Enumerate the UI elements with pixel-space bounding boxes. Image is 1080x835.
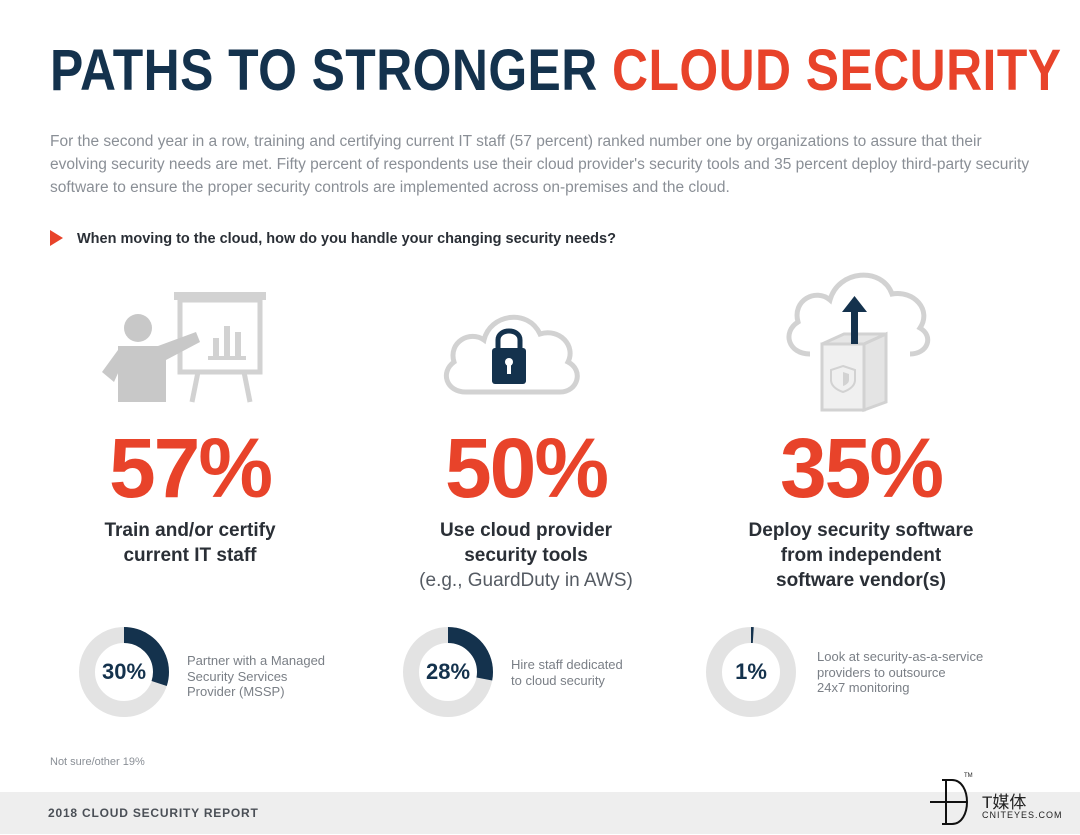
stat-description-line3: software vendor(s) bbox=[776, 570, 946, 591]
stat-column-provider-tools: 50% Use cloud provider security tools (e… bbox=[361, 420, 691, 593]
footer-bar: 2018 CLOUD SECURITY REPORT bbox=[0, 792, 1080, 834]
stat-column-third-party: 35% Deploy security software from indepe… bbox=[696, 420, 1026, 593]
survey-question-text: When moving to the cloud, how do you han… bbox=[77, 231, 616, 247]
stat-description-line2: current IT staff bbox=[123, 545, 257, 566]
donut-label-hire-staff: Hire staff dedicated to cloud security bbox=[511, 657, 623, 688]
intro-paragraph: For the second year in a row, training a… bbox=[50, 133, 1030, 196]
stat-description-line1: Use cloud provider bbox=[439, 520, 613, 541]
cloud-upload-icon bbox=[786, 272, 931, 413]
watermark-tm: TM bbox=[964, 773, 973, 779]
donut-label-line1: Look at security-as-a-service bbox=[817, 649, 984, 664]
stat-percent: 57% bbox=[108, 421, 273, 515]
cloud-lock-icon bbox=[443, 314, 580, 395]
play-arrow-icon bbox=[50, 230, 63, 246]
donut-arc bbox=[79, 627, 169, 717]
donut-arc bbox=[706, 627, 796, 717]
donut-label-line2: Security Services bbox=[187, 668, 288, 684]
donut-label-line3: 24x7 monitoring bbox=[817, 680, 910, 695]
stat-percent: 35% bbox=[779, 421, 944, 515]
donut-value: 30% bbox=[101, 659, 147, 684]
donut-label-line2: to cloud security bbox=[511, 672, 605, 688]
presentation-icon bbox=[102, 292, 266, 403]
donut-label-line1: Partner with a Managed bbox=[187, 653, 326, 668]
donut-value: 28% bbox=[425, 659, 471, 684]
donut-label-saas: Look at security-as-a-service providers … bbox=[817, 649, 983, 696]
stat-percent: 50% bbox=[444, 421, 609, 515]
footer-report-title: 2018 CLOUD SECURITY REPORT bbox=[48, 806, 259, 820]
donut-value: 1% bbox=[735, 659, 767, 684]
donut-hire-staff: 28% bbox=[402, 626, 494, 718]
watermark-logo: TM T媒体 CNITEYES.COM bbox=[928, 773, 1078, 830]
stat-description-line2: from independent bbox=[780, 545, 942, 566]
stat-description-line2: security tools bbox=[464, 545, 588, 566]
title-part-1: PATHS TO STRONGER bbox=[50, 38, 613, 103]
stat-example: (e.g., GuardDuty in AWS) bbox=[419, 570, 633, 591]
donut-arc bbox=[403, 627, 493, 717]
donut-saas: 1% bbox=[705, 626, 797, 718]
watermark-cn: T媒体 bbox=[982, 793, 1027, 812]
stat-column-train: 57% Train and/or certify current IT staf… bbox=[25, 420, 355, 568]
donut-label-line2: providers to outsource bbox=[817, 664, 946, 680]
donut-label-line1: Hire staff dedicated bbox=[511, 657, 623, 672]
title-part-2: CLOUD SECURITY bbox=[612, 38, 1062, 103]
donut-label-line3: Provider (MSSP) bbox=[187, 684, 285, 699]
footnote: Not sure/other 19% bbox=[50, 756, 145, 768]
page-title: PATHS TO STRONGER CLOUD SECURITY bbox=[50, 36, 1061, 106]
watermark-en: CNITEYES.COM bbox=[982, 810, 1063, 820]
donut-mssp: 30% bbox=[78, 626, 170, 718]
stat-description-line1: Train and/or certify bbox=[104, 520, 276, 541]
stat-description-line1: Deploy security software bbox=[748, 520, 974, 541]
watermark-mark-icon bbox=[930, 779, 968, 825]
donut-label-mssp: Partner with a Managed Security Services… bbox=[187, 653, 325, 700]
survey-question: When moving to the cloud, how do you han… bbox=[50, 230, 616, 247]
